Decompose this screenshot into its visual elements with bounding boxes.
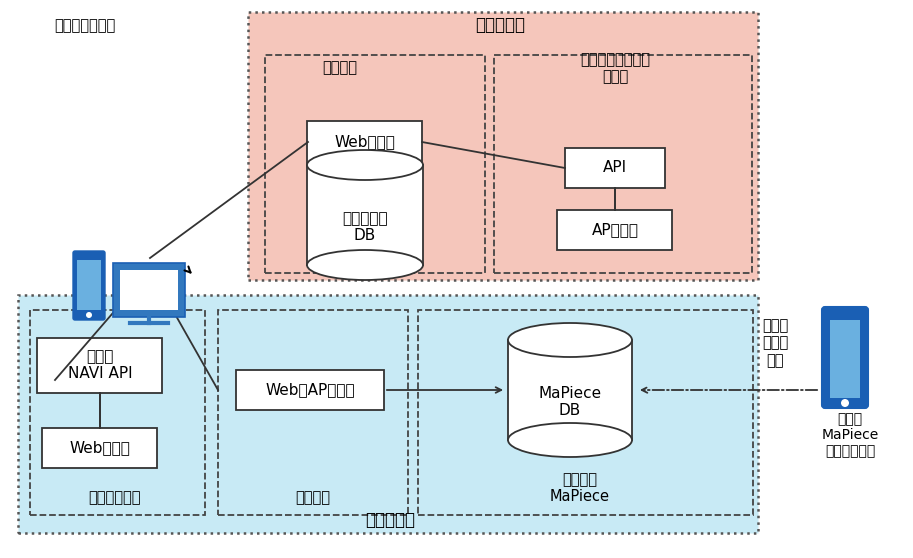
Text: 全体経路部: 全体経路部	[475, 16, 525, 34]
Bar	[18, 295, 758, 533]
Circle shape	[86, 312, 92, 318]
FancyBboxPatch shape	[73, 251, 105, 320]
Ellipse shape	[508, 423, 632, 457]
Text: らくらくおでかけ
ネット: らくらくおでかけ ネット	[580, 52, 650, 84]
FancyBboxPatch shape	[822, 307, 868, 408]
Bar	[43, 428, 158, 468]
Ellipse shape	[508, 323, 632, 357]
Bar	[508, 340, 632, 440]
Bar	[265, 55, 485, 273]
Ellipse shape	[307, 150, 423, 180]
Text: Web・APサーバ: Web・APサーバ	[265, 382, 355, 397]
Bar	[565, 148, 665, 188]
Bar	[120, 270, 178, 310]
Text: 全体経路: 全体経路	[322, 60, 358, 75]
Bar	[248, 12, 758, 280]
Bar	[30, 310, 205, 515]
Text: バリア
フリー
情報: バリア フリー 情報	[761, 318, 788, 368]
Bar	[558, 210, 673, 250]
Circle shape	[841, 399, 849, 407]
Bar	[830, 320, 860, 398]
Bar	[418, 310, 753, 515]
Text: API: API	[603, 161, 627, 176]
Ellipse shape	[307, 250, 423, 280]
Text: みんなで
MaPiece: みんなで MaPiece	[550, 472, 610, 504]
Text: 徒歩地図: 徒歩地図	[296, 490, 331, 506]
Bar	[307, 165, 423, 265]
Text: いつも
NAVI API: いつも NAVI API	[68, 349, 132, 381]
Text: MaPiece
DB: MaPiece DB	[539, 386, 602, 418]
FancyBboxPatch shape	[113, 263, 185, 317]
Text: 地図サービス: 地図サービス	[89, 490, 142, 506]
Bar	[218, 310, 408, 515]
Bar	[236, 370, 384, 410]
Text: Webサーバ: Webサーバ	[69, 440, 131, 455]
Text: APサーバ: APサーバ	[592, 223, 638, 238]
Text: 測って
MaPiece
クライアント: 測って MaPiece クライアント	[822, 412, 878, 459]
Text: サービス利用者: サービス利用者	[55, 18, 116, 33]
Bar	[37, 338, 163, 392]
Bar	[308, 121, 423, 163]
Text: Webサーバ: Webサーバ	[334, 134, 395, 150]
Bar	[77, 260, 101, 310]
Bar	[494, 55, 752, 273]
Text: コンテンツ
DB: コンテンツ DB	[342, 211, 388, 243]
Text: 徒歩地図部: 徒歩地図部	[365, 511, 415, 529]
